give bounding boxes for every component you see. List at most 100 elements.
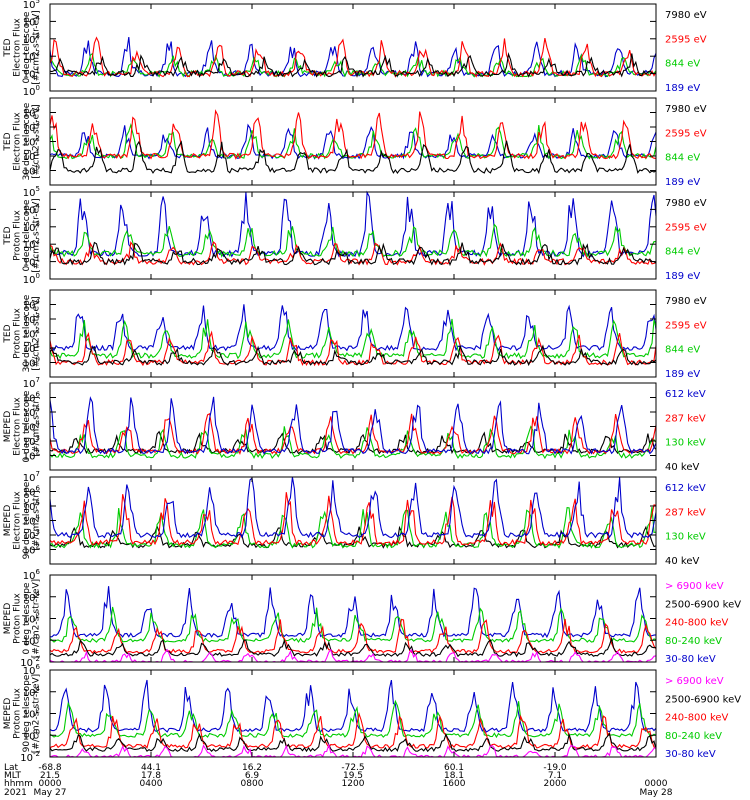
y-axis-label: MEPEDElectron Flux90 deg telescope[#/cm2… xyxy=(3,481,42,559)
y-tick-label: 106 xyxy=(23,568,41,582)
y-axis-label: TEDProton Flux0 deg telescope[#/cm2-s-st… xyxy=(3,198,42,273)
series-line-287-kev xyxy=(49,412,657,455)
series-line-80-240-kev xyxy=(49,606,657,644)
series-line-7980-ev xyxy=(49,343,657,367)
y-tick-label: 102 xyxy=(23,449,40,463)
y-tick-label: 106 xyxy=(23,391,41,405)
x-axis-row-label: Lat xyxy=(4,763,19,773)
x-axis-mlt-value: 21.5 xyxy=(40,771,60,781)
y-tick-label: 100 xyxy=(23,164,40,178)
y-tick-label: 102 xyxy=(23,707,40,721)
series-line-189-ev xyxy=(49,190,657,258)
legend-label-189-ev: 189 eV xyxy=(665,369,700,380)
legend-label-2500-6900-kev: 2500-6900 keV xyxy=(665,599,741,610)
x-axis-hhmm-value: 0000 xyxy=(39,779,62,789)
series-line-7980-ev xyxy=(49,140,657,175)
y-tick-label: 103 xyxy=(23,312,40,326)
legend-label-130-kev: 130 keV xyxy=(665,438,706,449)
series-line-189-ev xyxy=(49,123,657,160)
y-tick-label: 104 xyxy=(23,685,41,699)
x-axis-lat-value: 60.1 xyxy=(444,763,464,773)
x-axis-lat-value: 16.2 xyxy=(242,763,262,773)
legend-label-7980-ev: 7980 eV xyxy=(665,296,707,307)
y-axis-label: MEPEDProton Flux0 deg telescope[#/cm2-s-… xyxy=(3,579,42,658)
series-line-80-240-kev xyxy=(49,699,657,739)
y-tick-label: 101 xyxy=(23,341,40,355)
y-tick-label: 104 xyxy=(23,202,41,216)
series-line-130-kev xyxy=(49,425,657,460)
y-tick-label: 104 xyxy=(23,514,41,528)
series-line-844-ev xyxy=(49,318,657,360)
legend-label-287-kev: 287 keV xyxy=(665,507,706,518)
legend-label-844-ev: 844 eV xyxy=(665,345,700,356)
y-tick-label: 103 xyxy=(23,434,40,448)
y-tick-label: 104 xyxy=(23,298,41,312)
legend-label-30-80-kev: 30-80 keV xyxy=(665,654,716,665)
legend-label-844-ev: 844 eV xyxy=(665,247,700,258)
y-tick-label: 104 xyxy=(23,420,41,434)
legend-label-130-kev: 130 keV xyxy=(665,532,706,543)
legend-label-240-800-kev: 240-800 keV xyxy=(665,618,729,629)
x-axis-hhmm-value: 0400 xyxy=(140,779,163,789)
y-axis-label: TEDElectron Flux0 deg telescope[#/cm2-s-… xyxy=(3,10,42,85)
legend-label-612-kev: 612 keV xyxy=(665,483,706,494)
y-tick-label: 100 xyxy=(23,728,40,742)
y-tick-label: 103 xyxy=(23,220,40,234)
x-axis-row-label: 2021 xyxy=(4,788,27,798)
series-line-7980-ev xyxy=(49,52,657,78)
legend-label-240-800-kev: 240-800 keV xyxy=(665,713,729,724)
y-axis-label: MEPEDProton Flux90 deg telescope[#/cm2-s… xyxy=(3,674,42,753)
legend-label--6900-kev: > 6900 keV xyxy=(665,581,724,592)
y-tick-label: 102 xyxy=(23,49,40,63)
series-line-30-80-kev xyxy=(49,679,657,733)
series-line-240-800-kev xyxy=(49,712,657,749)
x-axis-row-label: MLT xyxy=(4,771,22,781)
y-axis-label: TEDElectron Flux30 deg telescope[#/cm2-s… xyxy=(3,102,42,180)
series-line-2500-6900-kev xyxy=(49,636,657,658)
legend-label-2595-ev: 2595 eV xyxy=(665,34,707,45)
y-axis-label: MEPEDElectron Flux0 deg telescope[#/cm2-… xyxy=(3,390,42,462)
y-tick-label: 104 xyxy=(23,14,41,28)
y-tick-label: 102 xyxy=(23,327,40,341)
x-axis-date-value: May 27 xyxy=(34,788,67,798)
y-axis-label: TEDProton Flux30 deg telescope[#/cm2-s-s… xyxy=(3,294,42,372)
y-tick-label: 103 xyxy=(23,32,40,46)
series-line-844-ev xyxy=(49,223,657,258)
y-tick-label: 101 xyxy=(23,255,40,269)
series-line-2500-6900-kev xyxy=(49,732,657,753)
legend-label-287-kev: 287 keV xyxy=(665,413,706,424)
y-tick-label: 100 xyxy=(23,633,40,647)
y-tick-label: 106 xyxy=(23,663,41,677)
y-tick-label: 100 xyxy=(23,356,40,370)
x-axis-hhmm-value: 1200 xyxy=(342,779,365,789)
legend-label-844-ev: 844 eV xyxy=(665,153,700,164)
x-axis-mlt-value: 17.8 xyxy=(141,771,161,781)
panel-frame xyxy=(49,3,657,92)
x-axis-mlt-value: 19.5 xyxy=(343,771,363,781)
y-tick-label: 101 xyxy=(23,149,40,163)
legend-label-7980-ev: 7980 eV xyxy=(665,104,707,115)
series-line-40-kev xyxy=(49,524,657,549)
y-tick-label: 105 xyxy=(23,499,40,513)
legend-label-189-ev: 189 eV xyxy=(665,271,700,282)
legend-label-2595-ev: 2595 eV xyxy=(665,128,707,139)
series-line-2595-ev xyxy=(49,109,657,160)
legend-label-189-ev: 189 eV xyxy=(665,177,700,188)
y-tick-label: 106 xyxy=(23,485,41,499)
series-line-30-80-kev xyxy=(49,586,657,639)
series-line-844-ev xyxy=(49,122,657,160)
legend-label-30-80-kev: 30-80 keV xyxy=(665,749,716,760)
y-tick-label: 103 xyxy=(23,120,40,134)
x-axis-hhmm-value: 2000 xyxy=(544,779,567,789)
y-tick-label: 105 xyxy=(23,185,40,199)
legend-label-40-kev: 40 keV xyxy=(665,462,699,473)
y-tick-label: 105 xyxy=(23,0,40,11)
x-axis-lat-value: 44.1 xyxy=(141,763,161,773)
